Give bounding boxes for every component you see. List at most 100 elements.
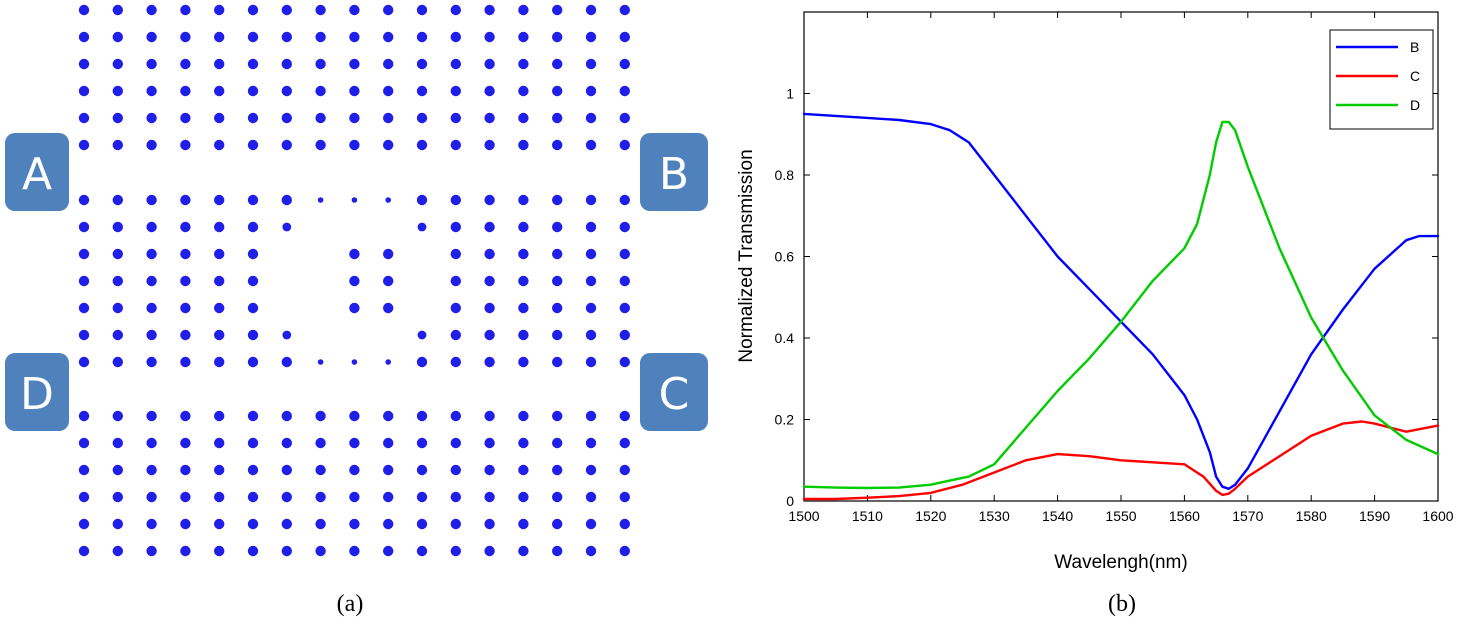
dielectric-rod	[349, 302, 360, 314]
dielectric-rod	[619, 410, 630, 422]
dielectric-rod	[180, 356, 191, 368]
dielectric-rod	[247, 194, 259, 206]
dielectric-rod	[585, 518, 597, 530]
dielectric-rod	[383, 139, 394, 151]
dielectric-rod	[518, 464, 529, 476]
port-a-label: A	[22, 149, 52, 200]
dielectric-rod	[518, 221, 529, 233]
dielectric-rod	[112, 58, 124, 70]
dielectric-rod	[518, 410, 529, 422]
dielectric-rod	[552, 464, 563, 476]
dielectric-rod	[315, 4, 326, 16]
dielectric-rod	[214, 329, 225, 341]
dielectric-rod	[146, 545, 157, 557]
dielectric-rod	[552, 4, 563, 16]
rod-lattice	[78, 4, 630, 557]
dielectric-rod	[247, 329, 259, 341]
dielectric-rod	[351, 197, 358, 203]
dielectric-rod	[281, 437, 292, 449]
dielectric-rod	[416, 139, 428, 151]
dielectric-rod	[112, 491, 124, 503]
dielectric-rod	[518, 491, 529, 503]
dielectric-rod	[180, 329, 191, 341]
dielectric-rod	[146, 491, 157, 503]
dielectric-rod	[349, 491, 360, 503]
dielectric-rod	[315, 437, 326, 449]
dielectric-rod	[416, 85, 428, 97]
dielectric-rod	[349, 31, 360, 43]
dielectric-rod	[247, 4, 259, 16]
dielectric-rod	[180, 85, 191, 97]
dielectric-rod	[416, 58, 428, 70]
dielectric-rod	[484, 437, 495, 449]
dielectric-rod	[385, 197, 392, 203]
dielectric-rod	[247, 275, 259, 287]
dielectric-rod	[349, 85, 360, 97]
dielectric-rod	[349, 518, 360, 530]
dielectric-rod	[247, 410, 259, 422]
dielectric-rod	[484, 194, 495, 206]
dielectric-rod	[552, 221, 563, 233]
dielectric-rod	[585, 410, 597, 422]
dielectric-rod	[78, 4, 90, 16]
dielectric-rod	[247, 437, 259, 449]
dielectric-rod	[484, 31, 495, 43]
dielectric-rod	[518, 194, 529, 206]
dielectric-rod	[112, 139, 124, 151]
dielectric-rod	[552, 302, 563, 314]
dielectric-rod	[281, 464, 292, 476]
dielectric-rod	[619, 221, 630, 233]
dielectric-rod	[214, 4, 225, 16]
dielectric-rod	[383, 518, 394, 530]
dielectric-rod	[552, 275, 563, 287]
dielectric-rod	[552, 410, 563, 422]
dielectric-rod	[619, 85, 630, 97]
dielectric-rod	[180, 410, 191, 422]
dielectric-rod	[112, 275, 124, 287]
dielectric-rod	[585, 437, 597, 449]
x-axis-title: Wavelengh(nm)	[1054, 552, 1187, 573]
dielectric-rod	[552, 356, 563, 368]
dielectric-rod	[78, 31, 90, 43]
dielectric-rod	[552, 329, 563, 341]
port-c: C	[640, 353, 708, 431]
dielectric-rod	[247, 545, 259, 557]
dielectric-rod	[214, 194, 225, 206]
dielectric-rod	[281, 85, 292, 97]
dielectric-rod	[112, 302, 124, 314]
dielectric-rod	[416, 4, 428, 16]
dielectric-rod	[112, 194, 124, 206]
dielectric-rod	[619, 464, 630, 476]
dielectric-rod	[315, 112, 326, 124]
x-axis: 1500 1510 1520 1530 1540 1550 1560 1570 1580 1590…	[788, 12, 1454, 524]
dielectric-rod	[317, 197, 324, 203]
dielectric-rod	[619, 302, 630, 314]
x-tick-label: 1530	[979, 508, 1010, 524]
dielectric-rod	[416, 112, 428, 124]
port-c-label: C	[659, 369, 690, 420]
dielectric-rod	[112, 4, 124, 16]
x-tick-label: 1590	[1359, 508, 1390, 524]
dielectric-rod	[450, 4, 461, 16]
dielectric-rod	[214, 491, 225, 503]
dielectric-rod	[619, 194, 630, 206]
dielectric-rod	[282, 330, 292, 340]
dielectric-rod	[247, 302, 259, 314]
dielectric-rod	[112, 85, 124, 97]
dielectric-rod	[214, 302, 225, 314]
x-tick-label: 1560	[1169, 508, 1200, 524]
dielectric-rod	[281, 58, 292, 70]
dielectric-rod	[112, 31, 124, 43]
dielectric-rod	[146, 139, 157, 151]
dielectric-rod	[315, 85, 326, 97]
dielectric-rod	[247, 221, 259, 233]
dielectric-rod	[518, 248, 529, 260]
dielectric-rod	[585, 464, 597, 476]
dielectric-rod	[484, 58, 495, 70]
dielectric-rod	[416, 356, 428, 368]
dielectric-rod	[450, 464, 461, 476]
dielectric-rod	[146, 85, 157, 97]
x-tick-label: 1580	[1296, 508, 1327, 524]
dielectric-rod	[146, 518, 157, 530]
dielectric-rod	[349, 248, 360, 260]
